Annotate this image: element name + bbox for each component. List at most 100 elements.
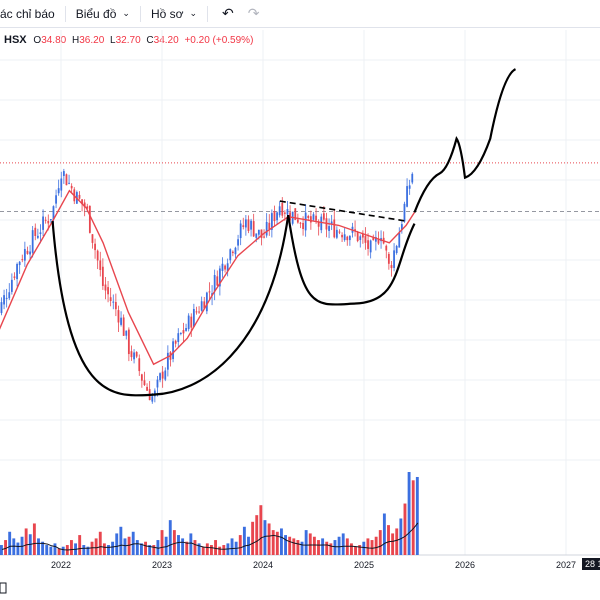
candle-body [161,371,164,379]
profile-dropdown[interactable]: Hồ sơ ⌄ [151,0,197,27]
volume-bar [168,520,172,555]
candle-body [216,276,219,286]
candle-body [10,279,13,292]
candle-body [8,292,11,299]
candle-body [250,220,252,230]
volume-bar [94,538,98,555]
candle-body [257,229,260,235]
toolbar-divider [139,5,141,22]
volume-bar [70,540,73,555]
indicators-button[interactable]: ác chỉ báo [0,0,55,27]
candle-body [377,239,380,244]
volume-bar [391,533,395,555]
candle-body [348,235,351,241]
candle-body [283,212,286,214]
candle-body [109,297,112,301]
chart-toolbar: ác chỉ báo Biểu đồ ⌄ Hồ sơ ⌄ ↶ ↷ [0,0,600,28]
candle-body [335,229,338,238]
candle-body [99,260,102,270]
candle-body [52,206,55,220]
volume-bar [247,536,250,555]
candle-body [47,220,50,224]
volume-bar [78,535,82,555]
candle-body [135,351,138,357]
x-tick-label: 2023 [152,560,172,570]
volume-bar [411,480,415,555]
candle-body [276,212,278,221]
x-tick-label: 2027 [556,560,576,570]
candle-body [5,297,8,299]
volume-bar [362,541,366,555]
candle-body [164,370,167,380]
candle-body [315,215,317,221]
candle-body [174,340,177,344]
candle-body [156,379,159,388]
volume-bar [16,542,20,555]
candle-body [273,211,276,222]
candle-body [387,253,390,264]
volume-bar [222,545,226,555]
candle-body [195,311,198,313]
candle-body [226,263,229,272]
volume-bar [185,541,189,555]
candle-body [403,203,406,222]
volume-bar [144,541,147,555]
candle-body [361,233,364,238]
candle-body [133,352,135,360]
volume-bar [45,545,49,555]
candle-body [270,213,273,230]
undo-icon[interactable]: ↶ [222,5,234,21]
candle-body [179,332,182,334]
candle-body [341,234,343,238]
candle-body [31,230,34,253]
candle-body [231,251,234,254]
candle-body [127,329,130,355]
volume-bar [127,536,131,555]
volume-bar [119,526,123,555]
volume-bar [304,530,308,555]
candle-body [151,396,154,402]
volume-bar [148,545,152,555]
volume-bar [358,545,362,555]
candle-body [112,301,115,303]
volume-bar [284,535,287,555]
volume-bar [300,541,304,555]
candle-body [81,199,83,205]
volume-bar [354,546,357,555]
candle-body [192,308,195,327]
price-axis-label: 28 1 [585,559,600,569]
candle-body [393,250,395,268]
candle-body [406,186,408,207]
candle-body [296,219,299,223]
candle-body [55,195,57,204]
candle-body [130,351,133,358]
toolbar-divider [207,5,209,22]
candle-body [146,386,148,391]
chart-settings-icon [0,582,7,594]
candle-body [166,352,169,370]
candle-body [29,251,31,255]
candle-body [187,315,190,330]
candle-body [400,224,403,230]
candle-body [16,263,18,280]
redo-icon[interactable]: ↷ [247,5,260,21]
candle-body [70,185,73,189]
candle-body [177,333,180,343]
volume-bar [193,540,197,555]
x-tick-label: 2024 [253,560,273,570]
volume-bar [12,538,16,555]
chevron-down-icon: ⌄ [122,8,130,18]
candle-body [229,249,232,261]
candle-body [234,247,237,255]
candle-body [198,311,200,313]
volume-bar [156,540,160,555]
volume-bar [374,536,378,555]
candle-body [62,171,65,176]
candle-body [320,216,323,231]
candle-body [302,222,304,230]
volume-bar [312,536,316,555]
volume-bar [399,518,403,555]
volume-bar [230,538,234,555]
chart-type-dropdown[interactable]: Biểu đồ ⌄ [76,0,130,27]
